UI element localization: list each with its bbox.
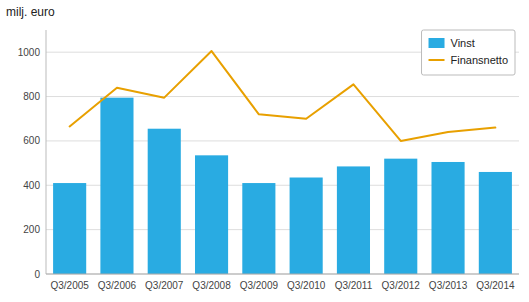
grid-line bbox=[46, 274, 519, 275]
y-tick-label: 800 bbox=[23, 91, 40, 102]
bar bbox=[100, 98, 133, 274]
bar bbox=[195, 155, 228, 274]
x-tick-label: Q3/2005 bbox=[50, 280, 89, 291]
y-tick-label: 200 bbox=[23, 224, 40, 235]
y-axis-line bbox=[46, 30, 47, 274]
chart-container: milj. euro02004006008001000Q3/2005Q3/200… bbox=[0, 0, 529, 302]
y-tick-label: 400 bbox=[23, 180, 40, 191]
bar bbox=[242, 183, 275, 274]
y-tick-label: 0 bbox=[34, 269, 40, 280]
bar bbox=[53, 183, 86, 274]
x-tick-label: Q3/2007 bbox=[145, 280, 184, 291]
x-tick-label: Q3/2010 bbox=[287, 280, 326, 291]
y-axis-label: milj. euro bbox=[6, 5, 55, 19]
background bbox=[0, 0, 529, 302]
legend: Vinst Finansnetto bbox=[422, 30, 515, 75]
y-tick-label: 600 bbox=[23, 135, 40, 146]
x-axis: Q3/2005 Q3/2006 Q3/2007 Q3/2008 Q3/2009 Q3/20… bbox=[50, 280, 515, 291]
grid-line bbox=[46, 96, 519, 97]
bar bbox=[431, 162, 464, 274]
x-tick-label: Q3/2011 bbox=[335, 280, 373, 291]
bar bbox=[148, 129, 181, 274]
bar bbox=[384, 159, 417, 274]
y-tick-label: 1000 bbox=[18, 47, 41, 58]
legend-label: Finansnetto bbox=[451, 54, 508, 66]
plot-area bbox=[53, 51, 512, 274]
legend-box bbox=[422, 30, 515, 75]
x-axis-line bbox=[46, 274, 519, 275]
bar bbox=[479, 172, 512, 274]
x-tick-label: Q3/2012 bbox=[382, 280, 421, 291]
x-tick-label: Q3/2014 bbox=[476, 280, 515, 291]
legend-swatch bbox=[429, 59, 445, 61]
y-axis: 0 200 400 600 800 1000 bbox=[18, 47, 519, 280]
x-tick-label: Q3/2009 bbox=[240, 280, 279, 291]
x-tick-label: Q3/2013 bbox=[429, 280, 468, 291]
legend-label: Vinst bbox=[451, 37, 475, 49]
x-tick-label: Q3/2006 bbox=[98, 280, 137, 291]
bar bbox=[290, 178, 323, 274]
legend-swatch bbox=[429, 38, 445, 48]
chart: milj. euro02004006008001000Q3/2005Q3/200… bbox=[0, 0, 529, 302]
x-tick-label: Q3/2008 bbox=[192, 280, 231, 291]
bar bbox=[337, 166, 370, 274]
